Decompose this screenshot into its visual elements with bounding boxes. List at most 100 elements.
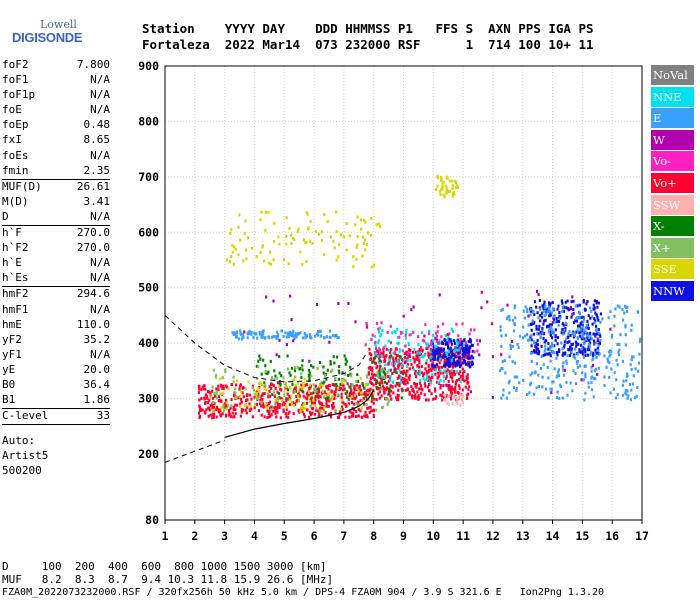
echo-point	[319, 334, 323, 338]
echo-point	[315, 303, 319, 306]
echo-point	[372, 391, 376, 395]
echo-point	[539, 330, 542, 334]
header-field-values: Fortaleza 2022 Mar14 073 232000 RSF 1 71…	[142, 37, 594, 52]
echo-point	[391, 372, 394, 375]
echo-point	[444, 393, 447, 397]
echo-point	[595, 314, 599, 318]
echo-point	[244, 408, 247, 412]
echo-point	[340, 396, 343, 399]
echo-point	[234, 403, 237, 407]
echo-point	[505, 317, 509, 321]
echo-point	[331, 405, 334, 409]
echo-point	[326, 368, 329, 372]
echo-point	[233, 415, 236, 419]
echo-point	[285, 216, 288, 220]
echo-point	[530, 328, 533, 332]
echo-point	[359, 409, 362, 413]
echo-point	[208, 398, 211, 402]
echo-point	[350, 395, 353, 399]
echo-point	[376, 371, 379, 375]
echo-point	[625, 374, 628, 378]
echo-point	[372, 383, 375, 387]
echo-point	[541, 375, 544, 379]
echo-point	[343, 378, 346, 382]
plot-frame	[164, 65, 643, 521]
echo-point	[375, 398, 378, 402]
echo-point	[357, 389, 360, 393]
echo-point	[576, 328, 579, 332]
echo-point	[242, 386, 245, 389]
echo-point	[393, 368, 396, 372]
echo-point	[461, 352, 464, 356]
echo-point	[323, 253, 326, 257]
echo-point	[367, 388, 370, 392]
echo-point	[245, 399, 248, 402]
echo-point	[217, 408, 220, 412]
param-label: D	[2, 209, 9, 223]
echo-point	[464, 346, 467, 350]
echo-point	[335, 333, 338, 337]
echo-point	[480, 306, 483, 310]
autoscaling-info: Auto: Artist5 500200	[2, 433, 110, 478]
logo-lowell-text: Lowell	[40, 18, 77, 31]
echo-point	[451, 373, 454, 377]
echo-point	[576, 352, 579, 356]
echo-point	[397, 398, 400, 402]
echo-point	[318, 384, 321, 388]
echo-point	[582, 342, 585, 346]
echo-point	[442, 393, 446, 397]
echo-point	[365, 325, 369, 329]
echo-point	[264, 383, 267, 387]
echo-point	[376, 365, 379, 368]
echo-point	[432, 397, 435, 401]
echo-point	[597, 344, 600, 348]
echo-point	[571, 342, 574, 346]
echo-point	[572, 335, 576, 339]
echo-point	[260, 400, 263, 404]
echo-point	[308, 387, 311, 390]
echo-point	[395, 396, 398, 400]
echo-point	[444, 355, 447, 359]
echo-point	[450, 391, 453, 395]
echo-point	[365, 321, 368, 325]
echo-point	[416, 390, 419, 394]
echo-point	[420, 346, 423, 350]
echo-point	[544, 347, 547, 351]
echo-point	[303, 377, 306, 381]
echo-point	[209, 413, 212, 417]
echo-point	[585, 339, 588, 343]
echo-point	[325, 335, 328, 339]
echo-point	[610, 349, 613, 353]
echo-point	[536, 351, 539, 355]
chart-profile-curves	[164, 315, 375, 463]
echo-point	[539, 319, 542, 323]
echo-point	[203, 396, 206, 400]
echo-point	[439, 355, 442, 359]
echo-point	[563, 373, 566, 377]
echo-point	[438, 361, 441, 365]
echo-point	[544, 313, 547, 316]
echo-point	[565, 306, 568, 310]
echo-point	[398, 374, 401, 378]
echo-point	[499, 369, 502, 373]
echo-point	[373, 356, 377, 360]
echo-point	[293, 390, 296, 393]
echo-point	[462, 344, 466, 347]
echo-point	[330, 389, 333, 393]
echo-point	[499, 328, 502, 332]
echo-point	[353, 385, 356, 389]
echo-point	[423, 334, 426, 338]
echo-point	[462, 358, 465, 362]
echo-point	[260, 210, 263, 214]
echo-point	[318, 361, 321, 364]
echo-point	[630, 367, 633, 371]
echo-point	[362, 386, 366, 390]
echo-point	[299, 331, 302, 335]
echo-point	[434, 368, 437, 372]
param-row-fxi: fxI 8.65	[2, 133, 110, 148]
echo-point	[213, 394, 217, 398]
echo-point	[317, 232, 321, 236]
x-tick-label: 7	[340, 529, 347, 543]
echo-point	[275, 376, 278, 380]
echo-point	[302, 390, 305, 394]
